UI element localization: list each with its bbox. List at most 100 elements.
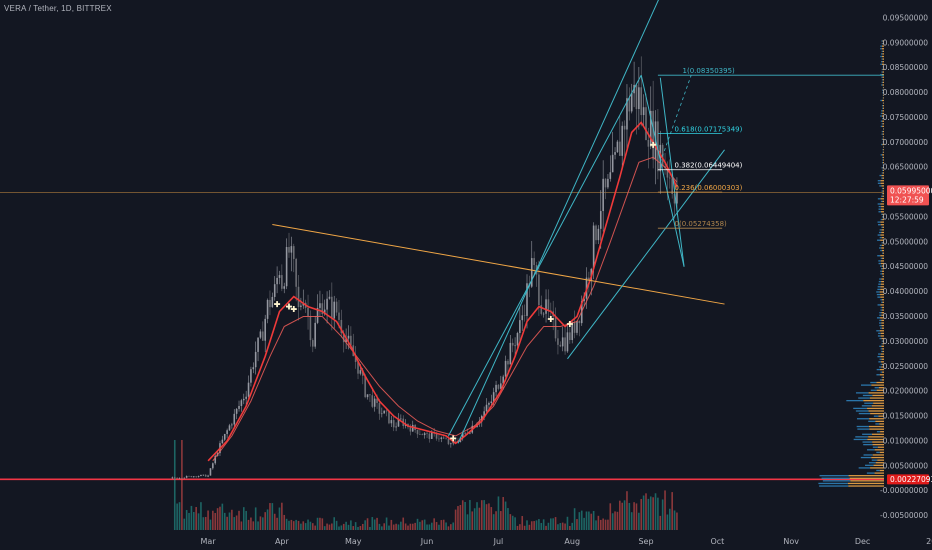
- volume-bar: [533, 521, 535, 530]
- profile-bar: [858, 467, 871, 469]
- candle-body: [228, 425, 231, 431]
- volume-bar: [604, 519, 607, 530]
- candle-body: [371, 395, 374, 407]
- candle-body: [359, 370, 362, 374]
- volume-bar: [178, 502, 181, 530]
- volume-bar: [250, 517, 252, 530]
- volume-bar: [676, 512, 678, 530]
- profile-bar: [883, 86, 884, 89]
- profile-bar: [880, 180, 884, 182]
- volume-bar: [193, 512, 195, 530]
- volume-bar: [295, 519, 297, 530]
- price-tick-label: 0.03000000: [883, 337, 929, 346]
- candle-body: [533, 258, 535, 266]
- profile-bar: [881, 231, 884, 234]
- profile-bar: [878, 262, 882, 265]
- profile-bar: [879, 247, 882, 249]
- volume-bar: [426, 524, 428, 530]
- profile-bar: [880, 120, 883, 122]
- profile-bar: [878, 332, 881, 335]
- candle-body: [638, 87, 640, 110]
- candle-body: [271, 296, 274, 308]
- profile-bar: [881, 190, 883, 192]
- candle-body: [561, 337, 564, 347]
- volume-bar: [438, 524, 440, 530]
- volume-bar: [223, 512, 226, 530]
- candle-body: [447, 438, 450, 445]
- candle-body: [626, 98, 628, 130]
- trend-lines[interactable]: [272, 0, 725, 444]
- profile-bar: [882, 376, 884, 379]
- candle-body: [614, 152, 616, 155]
- volume-bar: [602, 518, 604, 530]
- profile-bar: [880, 208, 884, 210]
- volume-bar: [614, 511, 616, 530]
- profile-bar: [877, 459, 884, 461]
- candle-body: [333, 301, 336, 319]
- profile-bar: [881, 340, 883, 342]
- volume-bar: [609, 503, 612, 530]
- volume-bar: [447, 526, 450, 530]
- volume-bar: [321, 518, 324, 530]
- profile-bar: [881, 123, 883, 125]
- profile-bar: [883, 97, 884, 99]
- price-axis[interactable]: 0.09500000 0.09000000 0.08500000 0.08000000…: [880, 13, 932, 520]
- profile-bar: [879, 337, 882, 340]
- candle-body: [309, 316, 312, 341]
- volume-bar: [216, 508, 219, 530]
- candle-body: [509, 342, 512, 365]
- volume-bar: [545, 525, 547, 530]
- profile-bar: [878, 208, 881, 210]
- candle-body: [635, 84, 638, 110]
- profile-bar: [881, 76, 883, 78]
- volume-bar: [340, 525, 343, 530]
- candle-body: [559, 344, 562, 347]
- profile-bar: [880, 198, 884, 200]
- profile-bar: [883, 66, 884, 68]
- time-tick-label: Apr: [275, 537, 290, 546]
- profile-bar: [879, 174, 882, 177]
- profile-bar: [879, 358, 882, 360]
- profile-bar: [880, 371, 883, 373]
- profile-bar: [882, 89, 883, 91]
- volume-bar: [566, 516, 569, 530]
- profile-bar: [881, 252, 883, 254]
- profile-bar: [881, 110, 883, 112]
- candle-body: [259, 331, 262, 338]
- candle-body: [385, 410, 388, 412]
- volume-bar: [209, 519, 212, 530]
- profile-bar: [880, 55, 882, 58]
- volume-bar: [630, 512, 633, 530]
- profile-bar: [879, 345, 882, 347]
- volume-bar: [352, 526, 355, 530]
- candle-body: [190, 476, 193, 478]
- profile-bar: [876, 381, 884, 384]
- profile-bar: [881, 327, 884, 329]
- candle-body: [295, 258, 297, 287]
- profile-bar: [878, 283, 881, 285]
- volume-bar: [542, 519, 545, 530]
- volume-bar: [504, 501, 507, 530]
- profile-bar: [881, 280, 884, 283]
- fib-retracement[interactable]: 1(0.08350395) 0.618(0.07175349) 0.382(0.06…: [657, 67, 884, 229]
- volume-bar: [269, 503, 271, 530]
- volume-bar: [414, 522, 416, 530]
- candle-body: [445, 438, 447, 440]
- profile-bar: [880, 299, 883, 301]
- profile-bar: [877, 234, 881, 236]
- profile-bar: [860, 384, 872, 386]
- volume-bar: [307, 519, 309, 530]
- profile-bar: [882, 299, 884, 301]
- candle-body: [316, 307, 319, 323]
- profile-bar: [872, 441, 884, 443]
- candle-body: [542, 313, 545, 315]
- volume-bar: [366, 518, 369, 530]
- volume-bar: [309, 521, 312, 530]
- candle-body: [485, 404, 488, 412]
- time-axis[interactable]: MarAprMayJunJulAugSepOctNovDec2022FebMar: [201, 537, 932, 546]
- profile-bar: [881, 99, 884, 102]
- candle-body: [495, 384, 497, 393]
- profile-bar: [879, 229, 882, 231]
- volume-bar: [659, 515, 662, 530]
